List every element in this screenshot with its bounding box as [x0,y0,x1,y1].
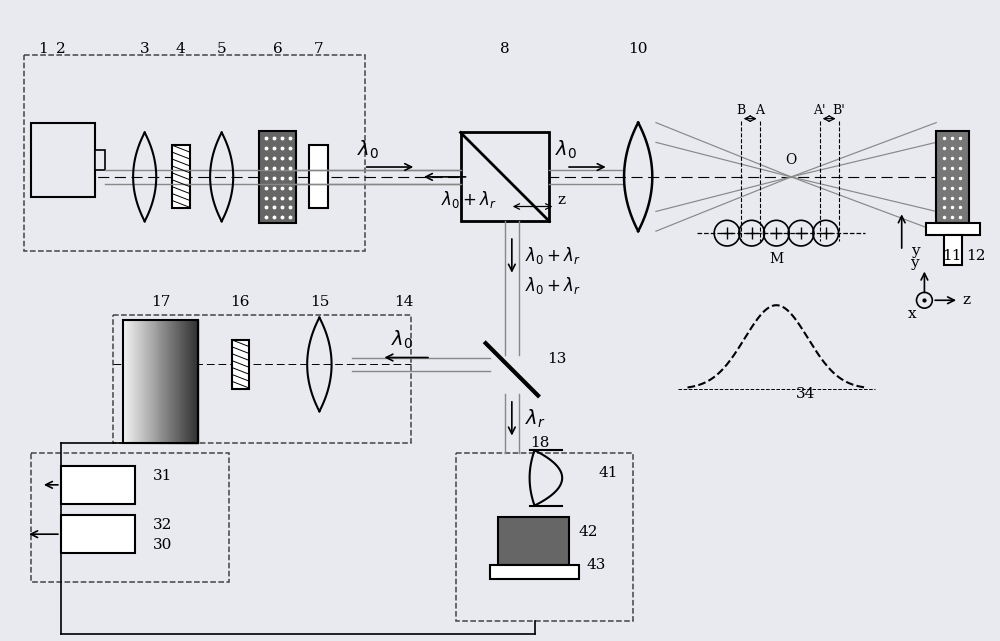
Text: y: y [910,256,919,270]
Text: 43: 43 [587,558,606,572]
Bar [232,340,249,389]
Text: 14: 14 [395,296,414,309]
Text: A: A [755,104,764,117]
Bar [123,320,198,444]
Text: 12: 12 [966,249,985,263]
Text: 3: 3 [140,42,149,56]
Text: 42: 42 [579,525,598,539]
Text: 13: 13 [547,353,567,367]
Text: 16: 16 [230,296,249,309]
Bar [31,453,229,581]
Text: 11: 11 [942,249,962,263]
Text: 32: 32 [153,519,172,532]
Bar [456,453,633,621]
Text: z: z [557,192,565,206]
Text: A': A' [814,104,826,117]
Text: 41: 41 [599,466,618,480]
Bar [24,56,365,251]
Text: 18: 18 [530,437,549,451]
Text: $\lambda_0 + \lambda_r$: $\lambda_0 + \lambda_r$ [441,189,497,210]
Bar [95,150,105,170]
Text: 7: 7 [314,42,323,56]
Text: 10: 10 [628,42,648,56]
Bar [61,515,135,553]
Text: 34: 34 [796,387,815,401]
Bar [113,315,411,444]
Bar [490,565,579,579]
Bar [498,517,569,565]
Text: z: z [962,294,970,307]
Text: $\lambda_0$: $\lambda_0$ [391,329,414,351]
Text: O: O [786,153,797,167]
Text: $\lambda_r$: $\lambda_r$ [525,408,545,430]
Bar [309,146,328,208]
Bar [944,235,962,265]
Bar [936,131,969,223]
Text: B: B [736,104,745,117]
Text: x: x [908,307,917,321]
Bar [926,223,980,235]
Text: 31: 31 [153,469,172,483]
Text: 4: 4 [175,42,185,56]
Bar [461,133,549,221]
Text: $\lambda_0 + \lambda_r$: $\lambda_0 + \lambda_r$ [525,275,581,296]
Text: 30: 30 [153,538,172,552]
Text: 1: 1 [38,42,48,56]
Text: 2: 2 [56,42,66,56]
Text: 6: 6 [273,42,283,56]
Bar [259,131,296,223]
Text: 17: 17 [151,296,170,309]
Text: $\lambda_0$: $\lambda_0$ [357,139,379,162]
Text: 15: 15 [310,296,329,309]
Text: $\lambda_0$: $\lambda_0$ [555,139,577,162]
Text: 5: 5 [217,42,226,56]
Circle shape [917,292,932,308]
Bar [172,146,190,208]
Text: $\lambda_0 + \lambda_r$: $\lambda_0 + \lambda_r$ [525,246,581,267]
Bar [31,122,95,197]
Bar [61,466,135,504]
Text: M: M [769,252,783,266]
Text: 8: 8 [500,42,510,56]
Text: y: y [911,244,919,258]
Text: B': B' [832,104,845,117]
